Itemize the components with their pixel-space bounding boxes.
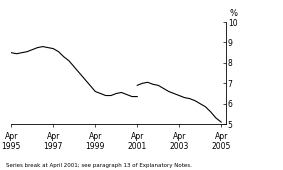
- Text: Series break at April 2001; see paragraph 13 of Explanatory Notes.: Series break at April 2001; see paragrap…: [6, 163, 192, 168]
- Text: %: %: [230, 9, 237, 18]
